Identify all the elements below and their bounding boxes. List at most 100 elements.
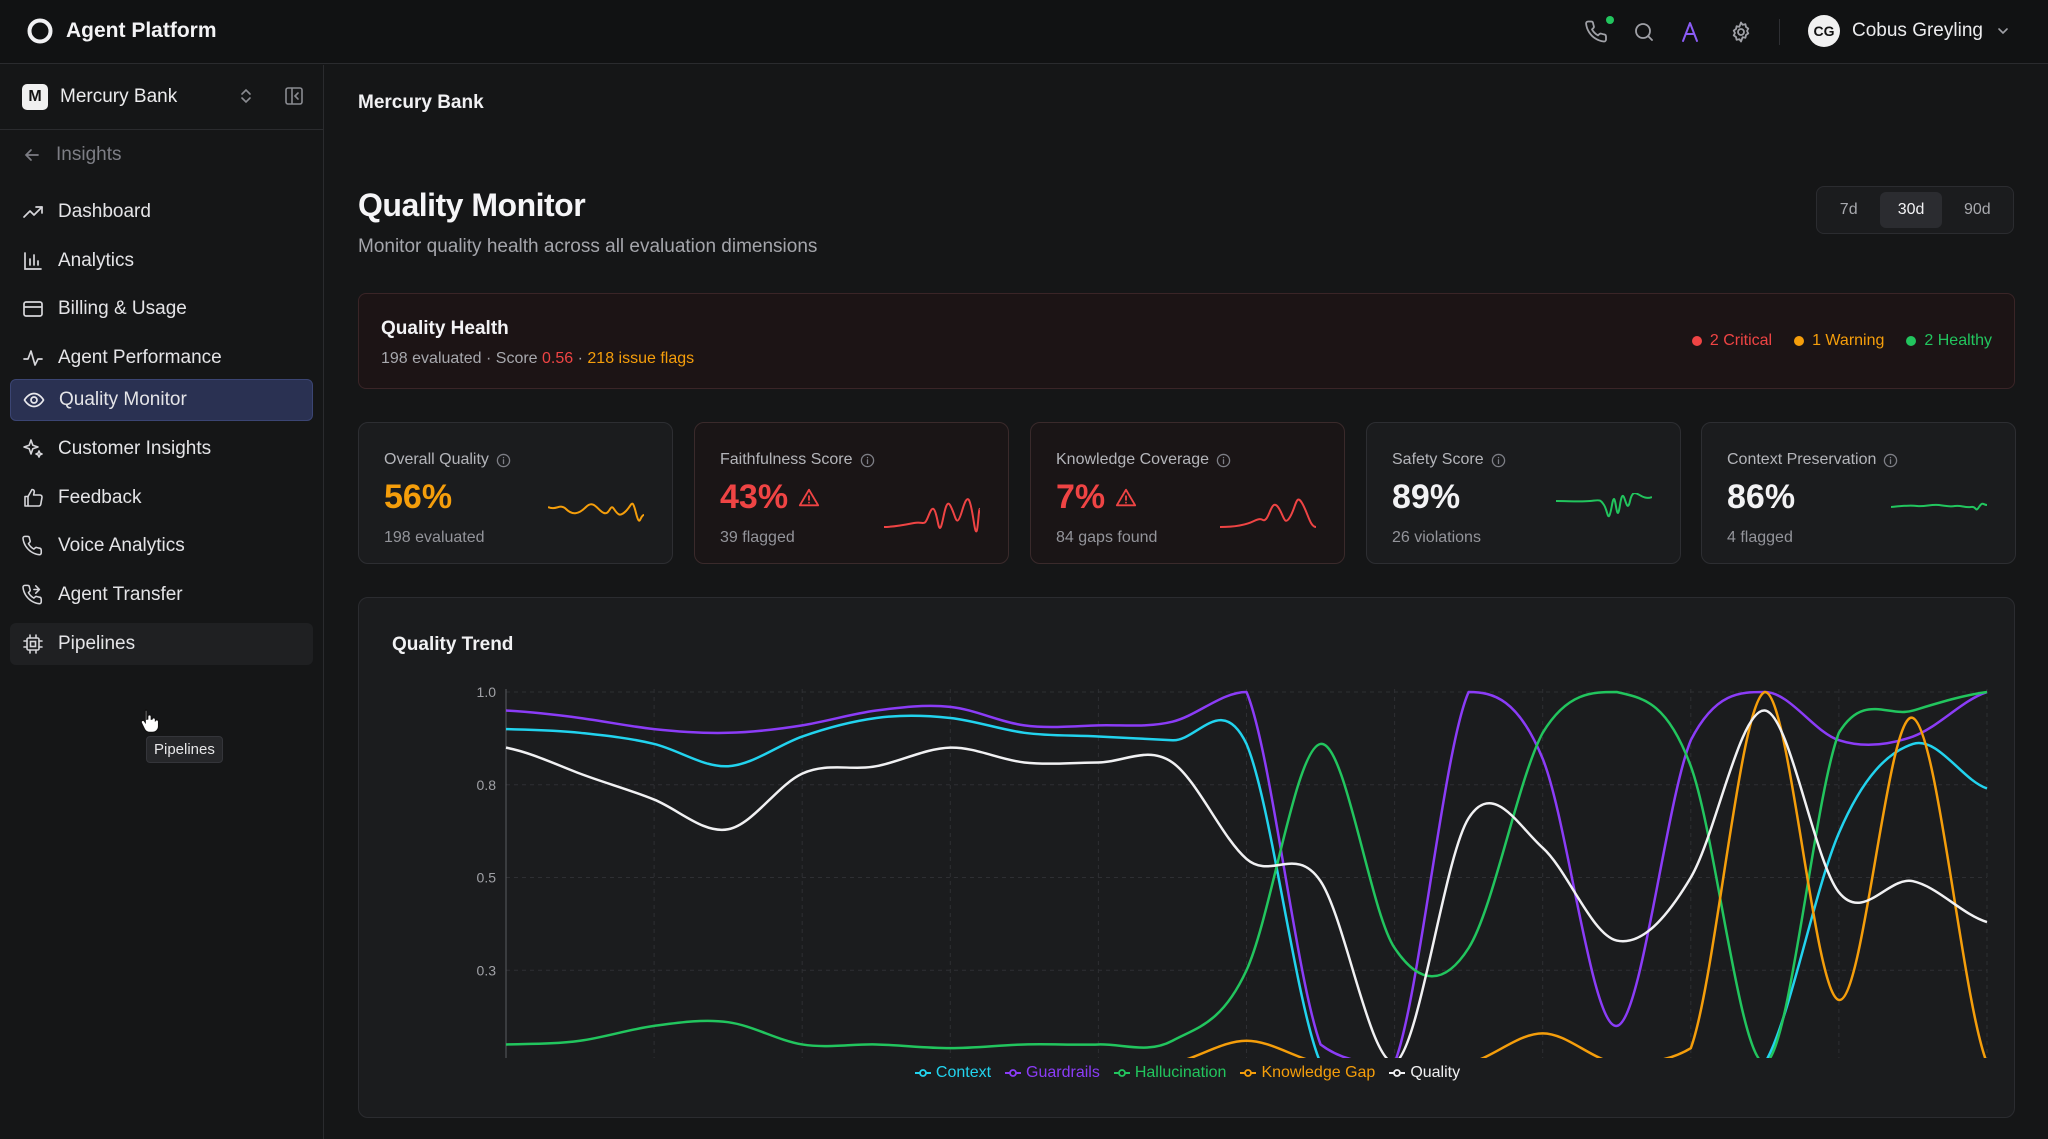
- info-icon[interactable]: [1491, 453, 1506, 468]
- series-line-knowledge-gap: [1186, 690, 1987, 1058]
- sidebar-item-pipelines[interactable]: Pipelines: [10, 623, 313, 665]
- y-tick-label: 0.8: [477, 777, 497, 793]
- search-icon[interactable]: [1632, 20, 1656, 44]
- arrow-left-icon: [24, 149, 39, 161]
- kpi-card-knowledge-coverage[interactable]: Knowledge Coverage 7% 84 gaps found: [1030, 422, 1345, 564]
- kpi-value: 7%: [1056, 478, 1137, 517]
- legend-label: Knowledge Gap: [1261, 1064, 1376, 1081]
- healthy-status: 2 Healthy: [1906, 332, 1992, 350]
- kpi-value: 89%: [1392, 478, 1460, 517]
- range-7d-button[interactable]: 7d: [1839, 201, 1858, 218]
- sparkline: [1556, 493, 1652, 518]
- kpi-label: Faithfulness Score: [720, 451, 875, 469]
- kpi-card-faithfulness[interactable]: Faithfulness Score 43% 39 flagged: [694, 422, 1009, 564]
- legend-line-icon: [1240, 1069, 1257, 1077]
- chart-legend: Context Guardrails Hallucination Knowledge …: [359, 1064, 2016, 1082]
- sparkline: [884, 498, 980, 533]
- quality-health-banner: Quality Health 198 evaluated · Score 0.5…: [358, 293, 2015, 389]
- warning-label: 1 Warning: [1812, 332, 1885, 349]
- info-icon[interactable]: [1883, 453, 1898, 468]
- sidebar-item-voice-analytics[interactable]: Voice Analytics: [10, 525, 313, 567]
- kpi-value: 56%: [384, 478, 452, 517]
- sidebar-item-label: Pipelines: [58, 633, 136, 654]
- info-icon[interactable]: [496, 453, 511, 468]
- pipelines-tooltip: Pipelines: [146, 736, 223, 763]
- warning-dot: [1794, 336, 1805, 346]
- brand[interactable]: Agent Platform: [26, 17, 217, 45]
- kpi-value-text: 43%: [720, 478, 789, 516]
- activity-icon: [23, 350, 43, 366]
- healthy-label: 2 Healthy: [1924, 332, 1992, 349]
- time-range-selector: 7d 30d 90d: [1816, 186, 2014, 234]
- chevrons-up-down-icon[interactable]: [236, 86, 256, 106]
- legend-item[interactable]: Knowledge Gap: [1240, 1064, 1375, 1082]
- kpi-card-overall-quality[interactable]: Overall Quality 56% 198 evaluated: [358, 422, 673, 564]
- phone-icon: [22, 535, 43, 556]
- phone-icon[interactable]: [1585, 20, 1609, 44]
- separator: ·: [485, 350, 496, 367]
- kpi-card-safety-score[interactable]: Safety Score 89% 26 violations: [1366, 422, 1681, 564]
- sidebar-item-quality-monitor[interactable]: Quality Monitor: [10, 379, 313, 421]
- phone-forward-icon: [22, 584, 43, 605]
- back-to-insights[interactable]: Insights: [22, 144, 121, 166]
- range-90d-button[interactable]: 90d: [1964, 201, 1991, 218]
- legend-line-icon: [1005, 1069, 1022, 1077]
- kpi-value-text: 56%: [384, 478, 453, 516]
- sparkline: [548, 502, 644, 522]
- info-icon[interactable]: [860, 453, 875, 468]
- sidebar-item-agent-transfer[interactable]: Agent Transfer: [10, 574, 313, 616]
- legend-item[interactable]: Context: [914, 1064, 991, 1082]
- kpi-subtext: 39 flagged: [720, 529, 795, 546]
- sidebar-item-customer-insights[interactable]: Customer Insights: [10, 428, 313, 470]
- org-switcher[interactable]: M Mercury Bank: [22, 84, 177, 110]
- back-label: Insights: [56, 144, 122, 165]
- credit-card-icon: [23, 301, 43, 317]
- legend-line-icon: [914, 1069, 931, 1077]
- page-title: Quality Monitor: [358, 187, 586, 223]
- legend-item[interactable]: Quality: [1389, 1064, 1460, 1082]
- sidebar-item-label: Feedback: [58, 487, 142, 508]
- range-30d-button[interactable]: 30d: [1880, 192, 1942, 228]
- health-summary: 198 evaluated · Score 0.56 · 218 issue f…: [381, 350, 694, 368]
- kpi-label: Knowledge Coverage: [1056, 451, 1231, 469]
- sidebar-item-analytics[interactable]: Analytics: [10, 240, 313, 282]
- legend-line-icon: [1113, 1069, 1130, 1077]
- legend-item[interactable]: Guardrails: [1005, 1064, 1100, 1082]
- sidebar-item-billing[interactable]: Billing & Usage: [10, 288, 313, 330]
- score-value: 0.56: [542, 350, 574, 367]
- user-menu[interactable]: CG Cobus Greyling: [1808, 15, 2011, 47]
- sidebar-item-feedback[interactable]: Feedback: [10, 477, 313, 519]
- kpi-value: 86%: [1727, 478, 1795, 517]
- kpi-label-text: Overall Quality: [384, 451, 489, 468]
- page-subtitle: Monitor quality health across all evalua…: [358, 236, 818, 257]
- series-line-guardrails: [505, 690, 1988, 1058]
- sidebar-item-label: Analytics: [58, 250, 135, 271]
- breadcrumb: Mercury Bank: [358, 92, 484, 113]
- kpi-label-text: Context Preservation: [1727, 451, 1877, 468]
- status-legend: 2 Critical 1 Warning 2 Healthy: [1691, 332, 1992, 350]
- y-tick-label: 1.0: [477, 684, 497, 700]
- gear-icon[interactable]: [1729, 20, 1753, 44]
- quality-trend-card: Quality Trend 0.00.30.50.81.02026-04-192…: [358, 597, 2015, 1118]
- kpi-card-context-preservation[interactable]: Context Preservation 86% 4 flagged: [1701, 422, 2016, 564]
- alert-triangle-icon: [798, 488, 820, 506]
- sidebar-item-dashboard[interactable]: Dashboard: [10, 191, 313, 233]
- sparkles-icon: [23, 439, 43, 458]
- legend-label: Quality: [1410, 1064, 1461, 1081]
- warning-status: 1 Warning: [1794, 332, 1884, 350]
- sidebar-item-label: Agent Performance: [58, 347, 222, 368]
- sidebar-item-agent-performance[interactable]: Agent Performance: [10, 337, 313, 379]
- sidebar: M Mercury Bank Insights Dashboard Analyt…: [0, 65, 324, 1139]
- info-icon[interactable]: [1216, 453, 1231, 468]
- legend-item[interactable]: Hallucination: [1113, 1064, 1226, 1082]
- kpi-label: Context Preservation: [1727, 451, 1898, 469]
- quality-trend-chart[interactable]: 0.00.30.50.81.02026-04-192026-04-212026-…: [359, 598, 2016, 1058]
- y-tick-label: 0.5: [477, 870, 497, 886]
- kpi-label-text: Knowledge Coverage: [1056, 451, 1209, 468]
- font-a-icon[interactable]: [1678, 20, 1702, 44]
- trending-up-icon: [23, 206, 43, 218]
- y-tick-label: 0.3: [477, 962, 497, 978]
- collapse-sidebar-icon[interactable]: [283, 85, 305, 107]
- sparkline: [1220, 498, 1316, 528]
- kpi-value-text: 86%: [1727, 478, 1796, 516]
